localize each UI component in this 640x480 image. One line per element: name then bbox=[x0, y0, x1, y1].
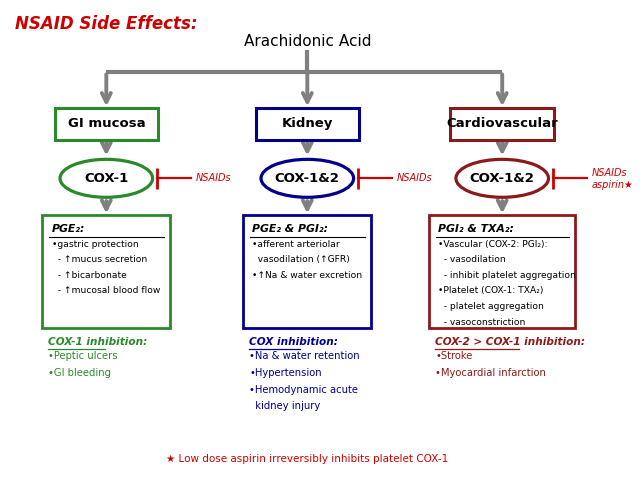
Text: Cardiovascular: Cardiovascular bbox=[446, 117, 558, 130]
Text: PGI₂ & TXA₂:: PGI₂ & TXA₂: bbox=[438, 224, 514, 234]
Text: ★ Low dose aspirin irreversibly inhibits platelet COX-1: ★ Low dose aspirin irreversibly inhibits… bbox=[166, 454, 449, 464]
Text: PGE₂ & PGI₂:: PGE₂ & PGI₂: bbox=[253, 224, 328, 234]
Text: •↑Na & water excretion: •↑Na & water excretion bbox=[253, 271, 363, 280]
FancyBboxPatch shape bbox=[255, 108, 359, 140]
Text: - vasoconstriction: - vasoconstriction bbox=[438, 318, 525, 327]
Text: •GI bleeding: •GI bleeding bbox=[49, 368, 111, 378]
Text: •Peptic ulcers: •Peptic ulcers bbox=[49, 351, 118, 361]
Text: •Myocardial infarction: •Myocardial infarction bbox=[435, 368, 546, 378]
Text: COX inhibition:: COX inhibition: bbox=[250, 337, 339, 347]
FancyBboxPatch shape bbox=[451, 108, 554, 140]
Text: COX-1 inhibition:: COX-1 inhibition: bbox=[49, 337, 148, 347]
FancyBboxPatch shape bbox=[42, 215, 170, 328]
FancyBboxPatch shape bbox=[429, 215, 575, 328]
Text: GI mucosa: GI mucosa bbox=[67, 117, 145, 130]
Text: PGE₂:: PGE₂: bbox=[51, 224, 85, 234]
Text: kidney injury: kidney injury bbox=[250, 401, 321, 411]
Text: •gastric protection: •gastric protection bbox=[51, 240, 138, 249]
Ellipse shape bbox=[60, 159, 152, 197]
Text: •Na & water retention: •Na & water retention bbox=[250, 351, 360, 361]
Text: COX-2 > COX-1 inhibition:: COX-2 > COX-1 inhibition: bbox=[435, 337, 586, 347]
Ellipse shape bbox=[456, 159, 548, 197]
Text: Arachidonic Acid: Arachidonic Acid bbox=[244, 34, 371, 49]
FancyBboxPatch shape bbox=[54, 108, 158, 140]
Text: COX-1&2: COX-1&2 bbox=[470, 172, 534, 185]
Text: - ↑bicarbonate: - ↑bicarbonate bbox=[51, 271, 126, 280]
Text: NSAID Side Effects:: NSAID Side Effects: bbox=[15, 14, 198, 33]
Text: •Platelet (COX-1: TXA₂): •Platelet (COX-1: TXA₂) bbox=[438, 287, 543, 296]
Text: vasodilation (↑GFR): vasodilation (↑GFR) bbox=[253, 255, 350, 264]
Text: - inhibit platelet aggregation: - inhibit platelet aggregation bbox=[438, 271, 576, 280]
Text: •afferent arteriolar: •afferent arteriolar bbox=[253, 240, 340, 249]
Text: - vasodilation: - vasodilation bbox=[438, 255, 506, 264]
Text: •Stroke: •Stroke bbox=[435, 351, 472, 361]
Text: aspirin★: aspirin★ bbox=[592, 180, 634, 190]
Text: NSAIDs: NSAIDs bbox=[592, 168, 627, 178]
Text: •Hypertension: •Hypertension bbox=[250, 368, 322, 378]
Text: •Vascular (COX-2: PGI₂):: •Vascular (COX-2: PGI₂): bbox=[438, 240, 548, 249]
Text: COX-1&2: COX-1&2 bbox=[275, 172, 340, 185]
Text: COX-1: COX-1 bbox=[84, 172, 129, 185]
Ellipse shape bbox=[261, 159, 353, 197]
Text: - platelet aggregation: - platelet aggregation bbox=[438, 302, 544, 311]
Text: NSAIDs: NSAIDs bbox=[196, 173, 232, 183]
Text: Kidney: Kidney bbox=[282, 117, 333, 130]
Text: - ↑mucus secretion: - ↑mucus secretion bbox=[51, 255, 147, 264]
Text: •Hemodynamic acute: •Hemodynamic acute bbox=[250, 384, 358, 395]
Text: NSAIDs: NSAIDs bbox=[397, 173, 433, 183]
FancyBboxPatch shape bbox=[243, 215, 371, 328]
Text: - ↑mucosal blood flow: - ↑mucosal blood flow bbox=[51, 287, 160, 296]
